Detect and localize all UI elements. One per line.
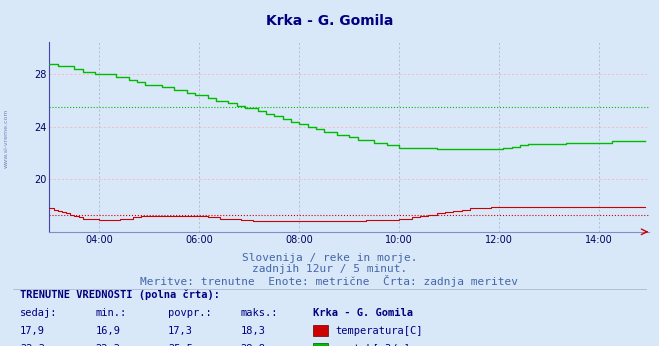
Text: Krka - G. Gomila: Krka - G. Gomila xyxy=(313,308,413,318)
Text: 22,3: 22,3 xyxy=(20,344,45,346)
Text: sedaj:: sedaj: xyxy=(20,308,57,318)
Text: zadnjih 12ur / 5 minut.: zadnjih 12ur / 5 minut. xyxy=(252,264,407,274)
Text: 18,3: 18,3 xyxy=(241,326,266,336)
Text: temperatura[C]: temperatura[C] xyxy=(335,326,423,336)
Text: povpr.:: povpr.: xyxy=(168,308,212,318)
Text: 16,9: 16,9 xyxy=(96,326,121,336)
Text: 17,9: 17,9 xyxy=(20,326,45,336)
Text: Slovenija / reke in morje.: Slovenija / reke in morje. xyxy=(242,253,417,263)
Text: Krka - G. Gomila: Krka - G. Gomila xyxy=(266,15,393,28)
Text: 25,5: 25,5 xyxy=(168,344,193,346)
Text: 22,3: 22,3 xyxy=(96,344,121,346)
Text: 28,8: 28,8 xyxy=(241,344,266,346)
Text: min.:: min.: xyxy=(96,308,127,318)
Text: 17,3: 17,3 xyxy=(168,326,193,336)
Text: maks.:: maks.: xyxy=(241,308,278,318)
Text: pretok[m3/s]: pretok[m3/s] xyxy=(335,344,411,346)
Text: TRENUTNE VREDNOSTI (polna črta):: TRENUTNE VREDNOSTI (polna črta): xyxy=(20,290,219,300)
Text: Meritve: trenutne  Enote: metrične  Črta: zadnja meritev: Meritve: trenutne Enote: metrične Črta: … xyxy=(140,275,519,286)
Text: www.si-vreme.com: www.si-vreme.com xyxy=(3,109,9,168)
